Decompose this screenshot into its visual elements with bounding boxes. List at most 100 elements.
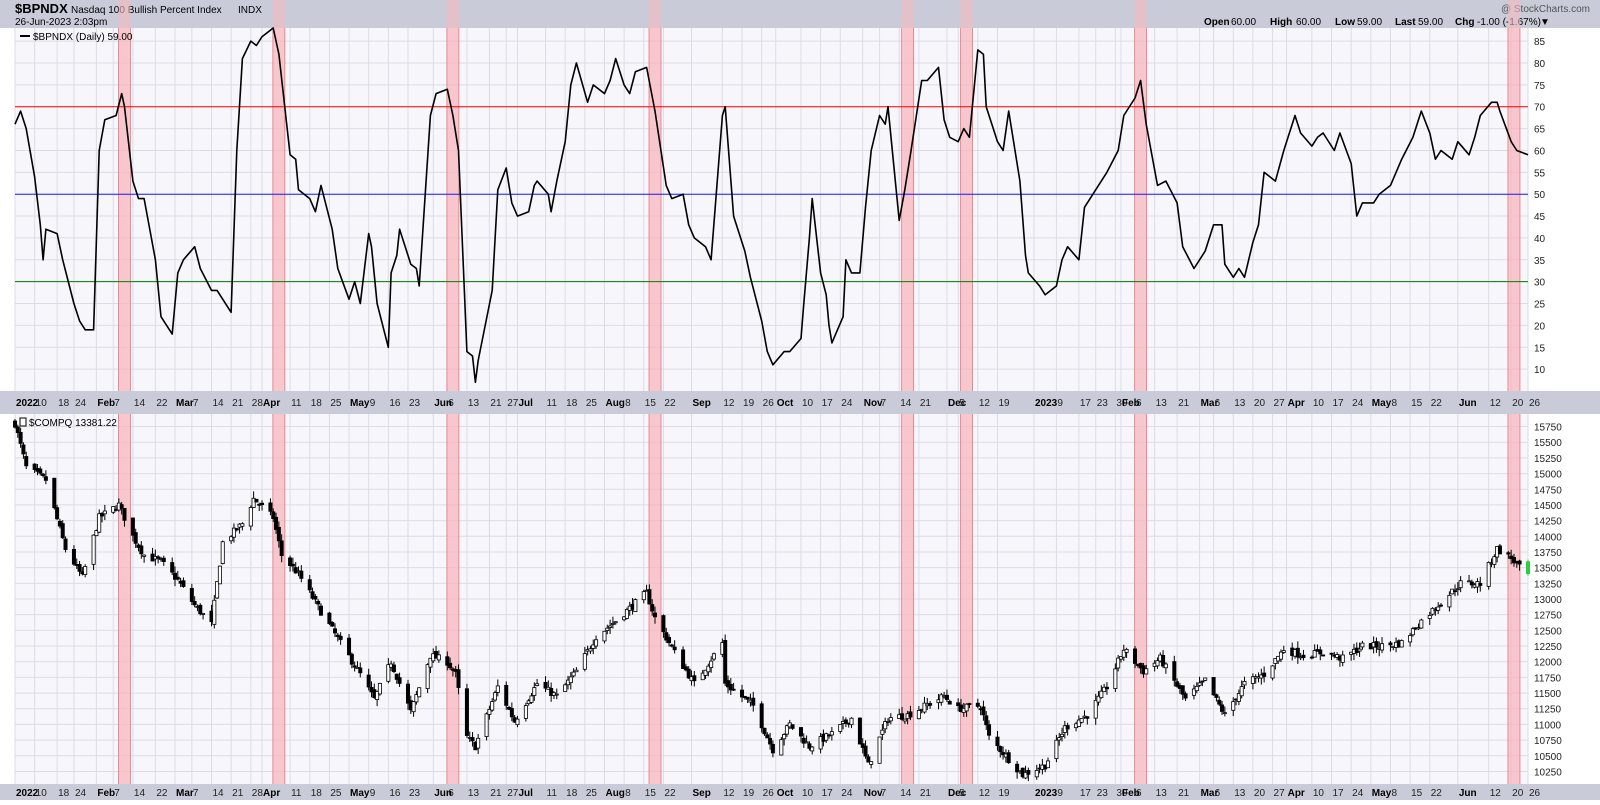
candle-body: [692, 675, 697, 682]
x-axis-day-label: 8: [1391, 398, 1397, 409]
candle-body: [1447, 594, 1452, 608]
candle-body: [885, 721, 890, 723]
candle-body: [798, 727, 803, 737]
y-tick-label: 12750: [1534, 611, 1562, 622]
ohlc-readout: Open 60.00 High 60.00 Low 59.00 Last 59.…: [1204, 17, 1550, 28]
x-axis-day-label: 23: [1097, 398, 1109, 409]
x-axis-day-label: 14: [134, 398, 146, 409]
candle-body: [1060, 733, 1065, 737]
candle-body: [633, 599, 638, 613]
candle-body: [944, 694, 949, 700]
candle-body: [63, 538, 68, 550]
candle-body: [358, 667, 363, 674]
x-axis-day-label: 12: [1490, 788, 1502, 799]
candle-body: [299, 570, 304, 579]
candle-body: [804, 741, 809, 744]
header-background: [0, 0, 1600, 28]
candle-body: [582, 653, 587, 670]
x-axis-month-label: Dec: [948, 398, 967, 409]
x-axis-day-label: 18: [58, 788, 70, 799]
highlight-band-strip: [960, 0, 973, 28]
y-tick-label: 75: [1534, 81, 1546, 92]
x-axis-day-label: 23: [1097, 788, 1109, 799]
candle-body: [290, 563, 295, 567]
x-axis-month-label: Aug: [605, 788, 624, 799]
x-axis-month-label: May: [1372, 788, 1392, 799]
x-axis-day-label: 22: [664, 398, 676, 409]
high-value: 60.00: [1296, 17, 1321, 28]
candle-body: [902, 718, 907, 722]
x-axis-day-label: 21: [490, 788, 502, 799]
candle-body: [77, 564, 82, 572]
x-axis-month-label: Mar: [1201, 398, 1219, 409]
x-axis-day-label: 17: [822, 398, 834, 409]
x-axis-day-label: 17: [1333, 788, 1345, 799]
x-axis-day-label: 25: [330, 788, 342, 799]
x-axis-day-label: 26: [763, 788, 775, 799]
candle-body: [192, 601, 197, 606]
candle-body: [1102, 686, 1107, 693]
candle-body: [784, 725, 789, 735]
chart-date: 26-Jun-2023 2:03pm: [15, 17, 107, 28]
candle-body: [1242, 681, 1247, 686]
x-axis-day-label: 21: [232, 398, 244, 409]
candle-body: [588, 648, 593, 652]
candle-body: [664, 632, 669, 641]
candle-body: [338, 635, 343, 640]
candle-body: [1511, 556, 1516, 564]
candle-legend-icon: [19, 417, 27, 427]
x-axis-day-label: 5: [959, 398, 965, 409]
candle-body: [139, 545, 144, 555]
candle-body: [476, 737, 481, 749]
x-axis-month-label: May: [350, 398, 370, 409]
chevron-down-icon[interactable]: ▼: [1540, 17, 1550, 28]
x-axis-day-label: 18: [311, 788, 323, 799]
candle-body: [349, 653, 354, 665]
candle-body: [824, 733, 829, 741]
x-axis-day-label: 14: [900, 398, 912, 409]
x-axis-day-label: 21: [1178, 788, 1190, 799]
x-axis-month-label: May: [1372, 398, 1392, 409]
x-axis-day-label: 21: [920, 788, 932, 799]
compq-candles: [12, 419, 1531, 782]
candle-body: [425, 664, 430, 690]
x-axis-day-label: 21: [920, 398, 932, 409]
highlight-band: [272, 28, 285, 391]
x-axis-day-label: 19: [998, 788, 1010, 799]
candle-body: [495, 685, 500, 693]
x-axis-day-label: 24: [1352, 398, 1364, 409]
candle-body: [669, 644, 674, 647]
candle-body: [260, 502, 265, 506]
highlight-band-strip: [1507, 0, 1520, 28]
candle-body: [1270, 665, 1275, 679]
x-axis-month-label: Mar: [1201, 788, 1219, 799]
candle-body: [725, 680, 730, 688]
candle-body: [102, 510, 107, 515]
x-axis-day-label: 15: [1411, 788, 1423, 799]
change-label: Chg: [1455, 17, 1474, 28]
y-tick-label: 30: [1534, 278, 1546, 289]
y-tick-label: 11750: [1534, 673, 1562, 684]
candle-body: [529, 695, 534, 703]
x-axis-day-label: 8: [1391, 788, 1397, 799]
x-axis-day-label: 11: [291, 398, 302, 409]
last-label: Last: [1395, 17, 1416, 28]
candle-body: [234, 528, 239, 531]
x-axis-month-label: Feb: [1122, 398, 1140, 409]
x-axis-month-label: 2022: [16, 398, 39, 409]
x-axis-day-label: 12: [723, 788, 735, 799]
candle-body: [276, 526, 281, 542]
last-value: 59.00: [1418, 17, 1443, 28]
x-axis-month-label: Mar: [176, 398, 194, 409]
x-axis-month-label: Mar: [176, 788, 194, 799]
x-axis-day-label: 8: [625, 398, 631, 409]
candle-body: [71, 548, 76, 565]
candle-body: [998, 746, 1003, 753]
bottom-date-axis-background: [0, 784, 1600, 800]
candle-body: [1183, 693, 1188, 699]
x-axis-day-label: 19: [998, 398, 1010, 409]
highlight-band: [901, 28, 914, 391]
candle-body: [681, 649, 686, 669]
candle-body: [984, 715, 989, 726]
